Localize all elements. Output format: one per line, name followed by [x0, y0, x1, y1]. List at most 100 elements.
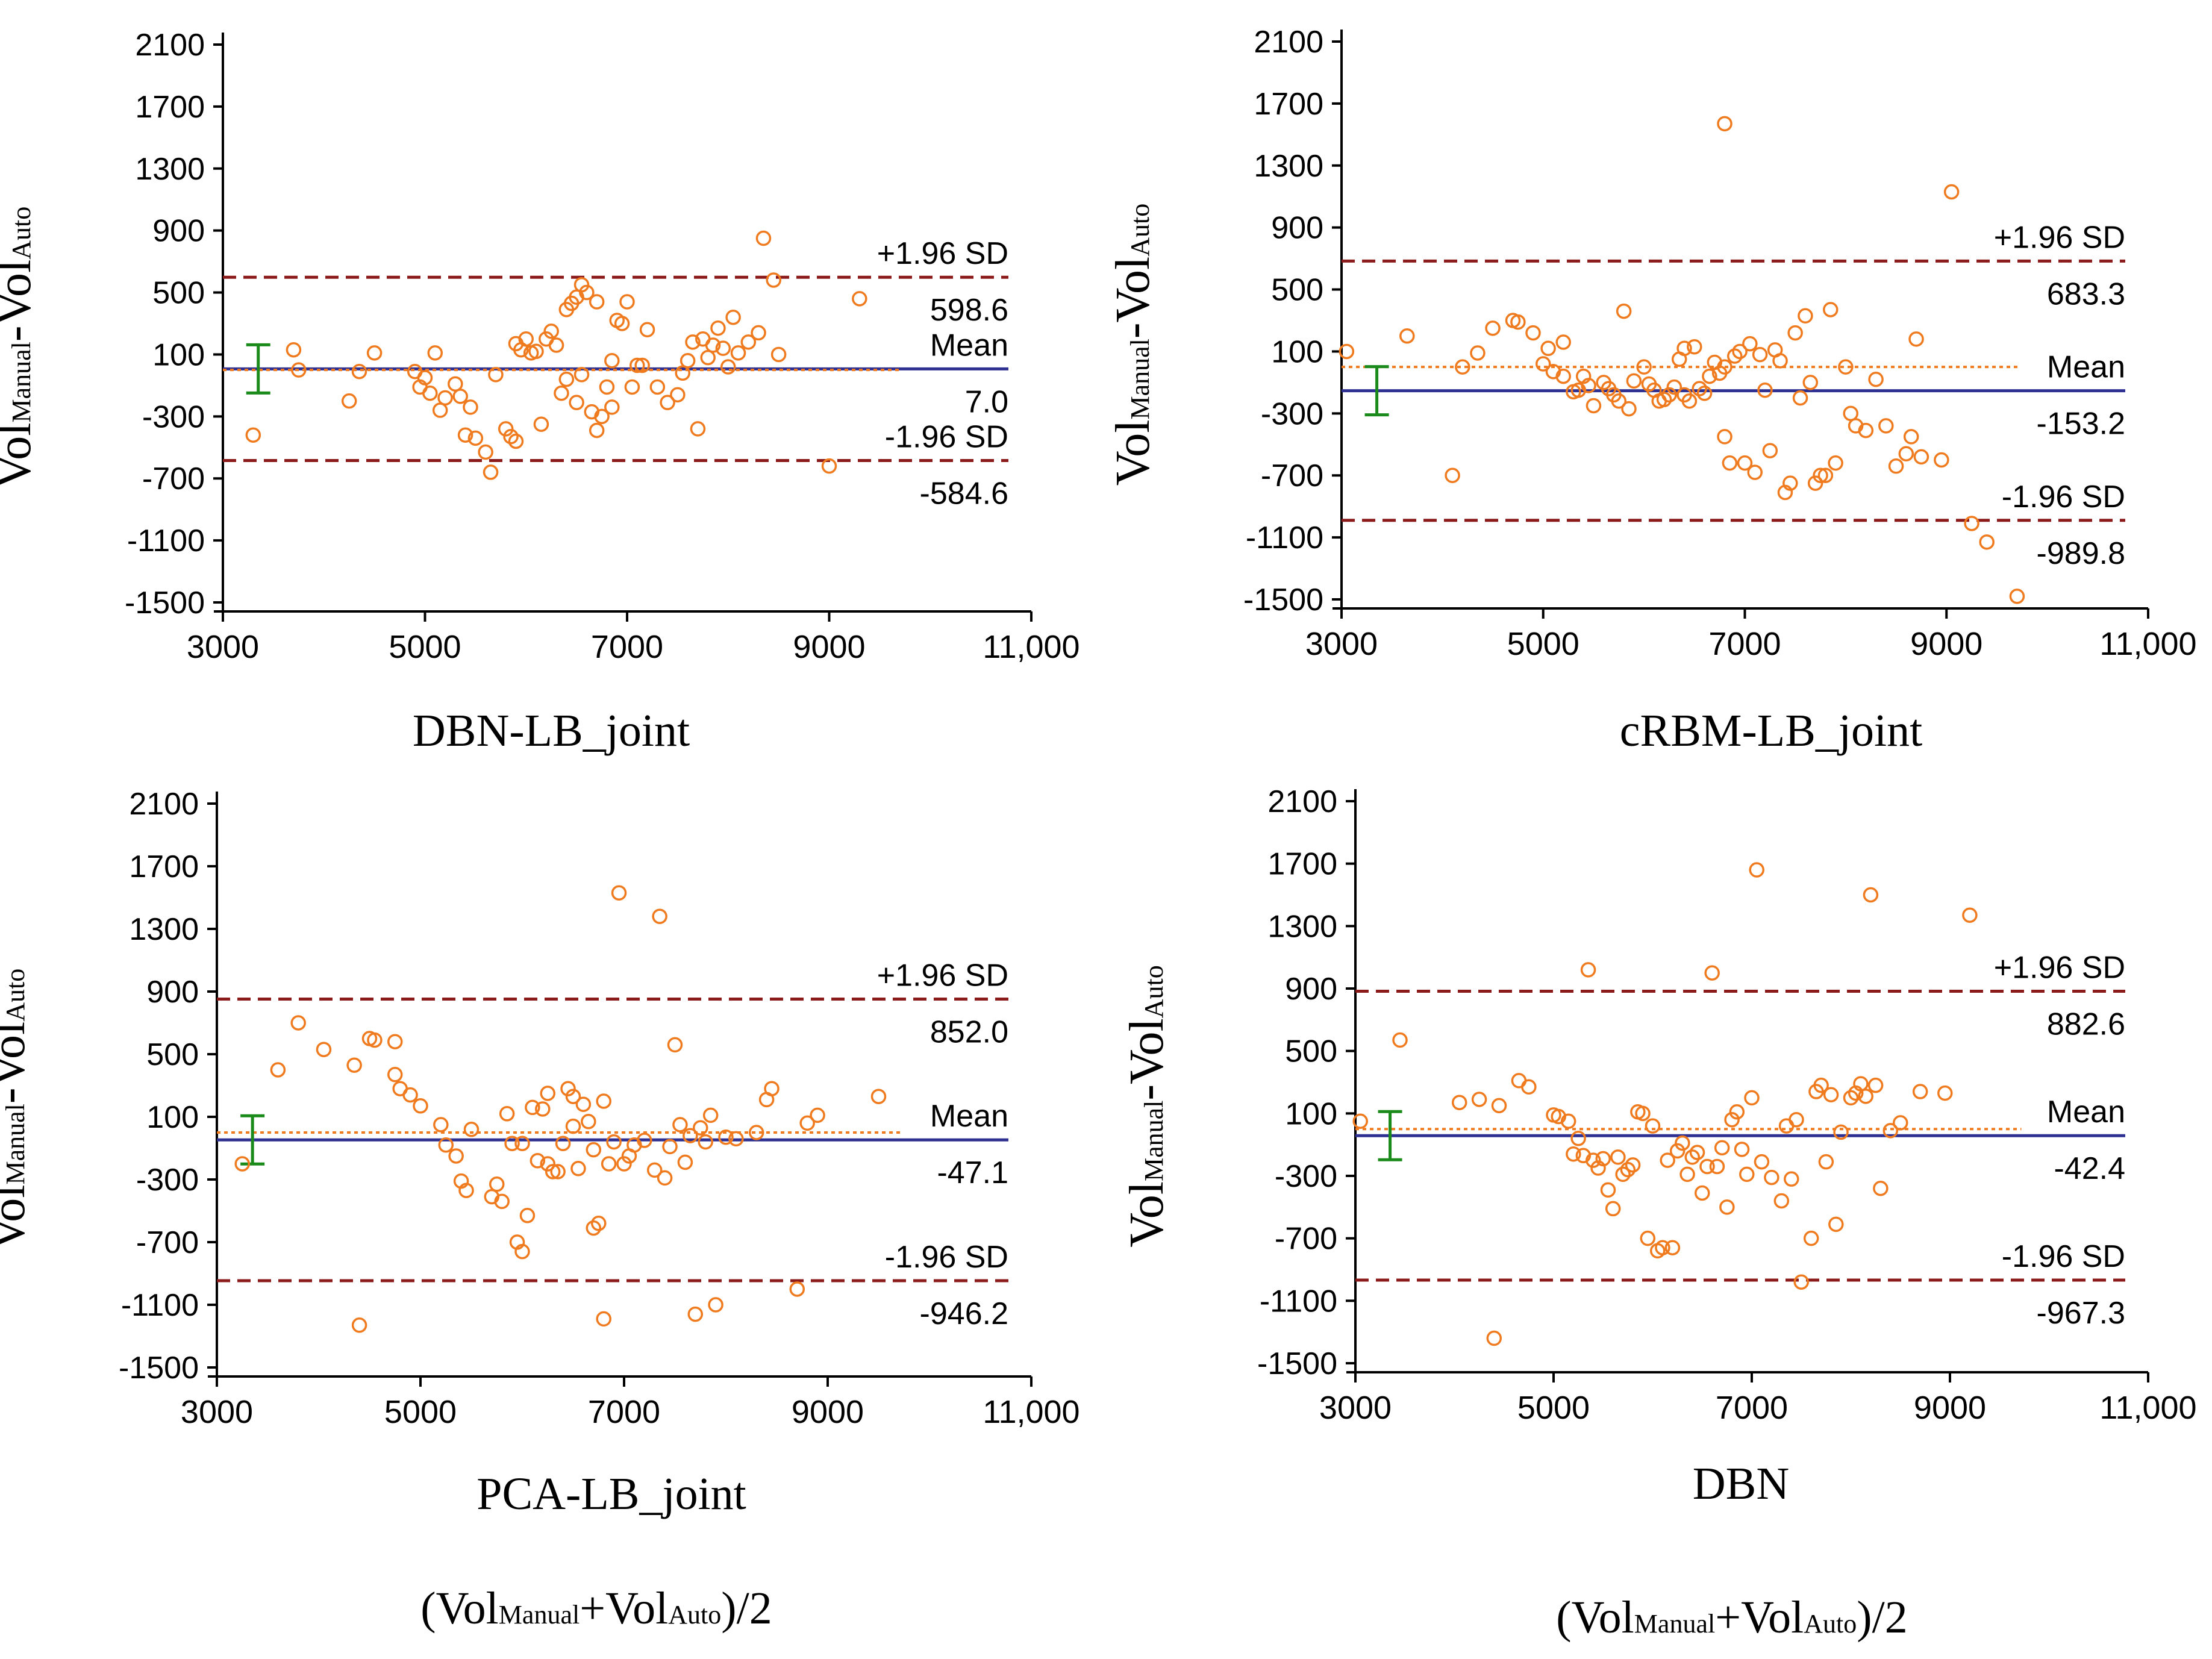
data-point	[575, 1096, 592, 1112]
bland-altman-panel-dbn: 2100 1700 1300 900 500 100 -300 -700 -1100 -1500 3…	[1120, 784, 2197, 1426]
data-point	[413, 1098, 428, 1114]
data-point	[601, 1156, 617, 1172]
data-point	[367, 1032, 383, 1048]
y-tick-label: -700	[1275, 1222, 1337, 1257]
data-point	[1620, 1161, 1636, 1178]
data-point	[540, 1086, 555, 1101]
x-tick-label: 11,000	[983, 1394, 1079, 1430]
data-point	[530, 1153, 546, 1169]
data-point	[1536, 356, 1551, 372]
data-point	[558, 371, 575, 387]
data-point	[1540, 340, 1556, 357]
data-point	[1684, 1149, 1701, 1165]
data-point	[1586, 1152, 1601, 1168]
y-tick-label: 2100	[129, 787, 199, 822]
x-axis-label-right: (VolManual+VolAuto)/2	[1556, 1592, 1907, 1643]
data-point	[687, 1306, 704, 1322]
data-point	[417, 370, 433, 386]
data-point	[606, 1134, 622, 1150]
x-axis-label-left: (VolManual+VolAuto)/2	[420, 1583, 772, 1634]
x-tick-label: 9000	[1910, 626, 1982, 662]
data-point	[286, 342, 302, 358]
data-point	[589, 422, 605, 439]
data-point	[1699, 1158, 1715, 1175]
data-point	[1661, 387, 1677, 403]
data-point	[1784, 1171, 1799, 1187]
x-tick-label: 3000	[181, 1394, 253, 1430]
data-point	[1729, 1104, 1745, 1120]
data-point	[504, 1136, 520, 1151]
data-point	[1828, 1216, 1844, 1233]
data-point	[594, 408, 610, 425]
data-point	[690, 421, 706, 437]
data-point	[718, 1129, 734, 1145]
y-tick-label: 900	[1285, 972, 1337, 1007]
data-point	[543, 323, 559, 339]
data-point	[291, 362, 307, 378]
data-point	[766, 272, 781, 288]
x-tick-label: 7000	[588, 1394, 660, 1430]
y-axis-label-part: -Vol	[1120, 1018, 1173, 1100]
data-point	[649, 379, 666, 395]
data-point	[586, 1142, 602, 1158]
data-point	[1510, 314, 1526, 330]
data-point	[591, 1216, 607, 1231]
y-axis-label-part: -Vol	[0, 260, 41, 342]
data-point	[387, 1067, 403, 1083]
lower-loa-value: -946.2	[920, 1296, 1008, 1331]
data-point	[1823, 1087, 1839, 1102]
data-point	[1717, 429, 1732, 445]
data-point	[1798, 308, 1813, 324]
x-tick-label: 3000	[1305, 626, 1378, 662]
data-point	[1560, 1113, 1576, 1129]
data-point	[1867, 1077, 1884, 1093]
y-axis-label: VolManual-VolAuto	[0, 207, 41, 489]
data-point	[540, 1156, 555, 1172]
data-point	[570, 1161, 586, 1176]
data-point	[1823, 302, 1839, 317]
data-point	[1689, 1145, 1705, 1160]
data-point	[467, 430, 484, 446]
data-point	[1635, 1105, 1651, 1122]
y-axis-label-part: Manual	[1125, 339, 1155, 419]
data-point	[1640, 1230, 1656, 1246]
data-point	[1521, 1079, 1537, 1095]
data-point	[514, 1136, 530, 1151]
x-tick-label: 3000	[1319, 1390, 1392, 1426]
data-point	[1616, 303, 1632, 319]
data-point	[1858, 422, 1874, 439]
bland-altman-panel-crbm-lb-joint: 2100 1700 1300 900 500 100 -300 -700 -1100 -1500 3…	[1107, 25, 2197, 662]
data-point	[427, 345, 443, 361]
data-point	[1737, 455, 1753, 471]
data-point	[1727, 348, 1743, 364]
data-point	[1687, 339, 1702, 355]
data-point	[616, 1156, 632, 1172]
x-tick-label: 5000	[389, 629, 461, 665]
data-point	[1747, 464, 1763, 480]
data-point	[1352, 1113, 1368, 1129]
lower-loa-value: -989.8	[2037, 536, 2125, 571]
mean-label: Mean	[2047, 1095, 2125, 1129]
data-point	[457, 427, 473, 443]
data-point	[554, 386, 569, 401]
data-point	[1739, 1166, 1755, 1183]
upper-loa-value: 598.6	[930, 293, 1008, 328]
y-tick-label: 500	[146, 1037, 199, 1072]
y-tick-label: 100	[1271, 334, 1323, 369]
y-tick-label: 1700	[1254, 87, 1323, 122]
data-point	[1817, 467, 1834, 483]
data-point	[1695, 1185, 1710, 1201]
data-point	[1749, 862, 1764, 878]
data-point	[402, 1087, 418, 1103]
y-axis-label-part: Vol	[1107, 420, 1160, 486]
upper-loa-value: 852.0	[930, 1014, 1008, 1049]
mean-value: -47.1	[937, 1155, 1008, 1190]
caption-dbn-lb-joint: DBN-LB_joint	[413, 705, 690, 756]
y-tick-label: -1100	[127, 523, 205, 558]
data-point	[579, 284, 595, 301]
lower-loa-value: -967.3	[2037, 1296, 2125, 1331]
y-axis-label-part: -Vol	[0, 1022, 35, 1104]
data-point	[1655, 1240, 1670, 1255]
data-point	[639, 322, 655, 338]
x-tick-label: 11,000	[983, 629, 1079, 665]
